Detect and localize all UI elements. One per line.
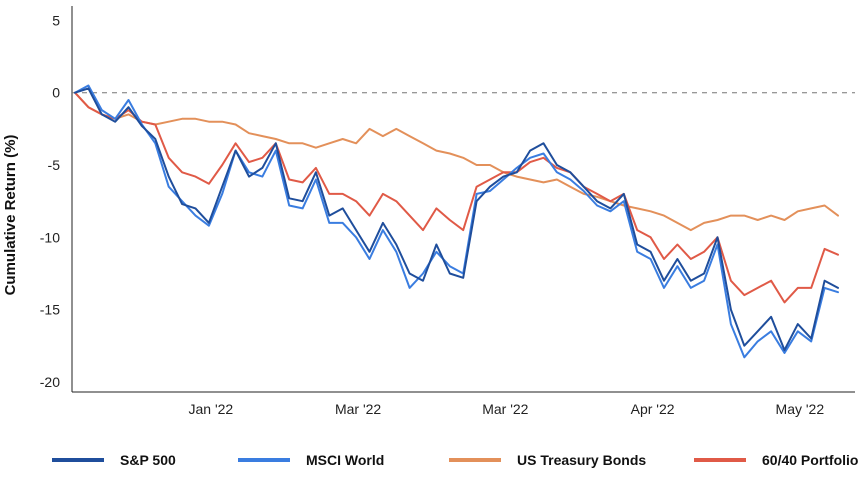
x-tick-label: May '22: [776, 401, 825, 417]
y-tick-label: -20: [40, 374, 60, 390]
y-tick-label: 0: [52, 85, 60, 101]
legend-item-msci-world[interactable]: MSCI World: [238, 450, 384, 470]
x-tick-label: Mar '22: [335, 401, 381, 417]
x-tick-label: Jan '22: [189, 401, 234, 417]
legend-item-60-40-portfolio[interactable]: 60/40 Portfolio: [694, 450, 858, 470]
series-line-s-p-500: [74, 87, 839, 352]
legend-label-60-40-portfolio: 60/40 Portfolio: [762, 452, 859, 468]
series-line-60-40-portfolio: [74, 91, 839, 304]
series-lines: [74, 84, 839, 359]
x-tick-label: Mar '22: [482, 401, 528, 417]
y-tick-label: -5: [48, 157, 61, 173]
y-tick-label: 5: [52, 12, 60, 28]
legend-label-msci-world: MSCI World: [306, 452, 385, 468]
y-axis-title: Cumulative Return (%): [2, 135, 19, 296]
legend-swatch-sp500: [52, 458, 104, 462]
legend-label-sp500: S&P 500: [120, 452, 176, 468]
x-tick-label: Apr '22: [631, 401, 675, 417]
y-tick-label: -15: [40, 302, 60, 318]
x-axis-ticks: Jan '22 Mar '22 Mar '22 Apr '22 May '22: [189, 401, 825, 417]
legend-swatch-us-treasury-bonds: [449, 458, 501, 462]
legend-swatch-msci-world: [238, 458, 290, 462]
legend-item-sp500[interactable]: S&P 500: [52, 450, 176, 470]
legend: S&P 500 MSCI World US Treasury Bonds 60/…: [0, 450, 868, 470]
series-line-us-treasury-bonds: [74, 91, 839, 232]
series-line-msci-world: [74, 84, 839, 359]
legend-label-us-treasury-bonds: US Treasury Bonds: [517, 452, 647, 468]
legend-item-us-treasury-bonds[interactable]: US Treasury Bonds: [449, 450, 646, 470]
legend-swatch-60-40-portfolio: [694, 458, 746, 462]
y-tick-label: -10: [40, 229, 60, 245]
y-axis-ticks: 5 0 -5 -10 -15 -20: [40, 12, 60, 389]
